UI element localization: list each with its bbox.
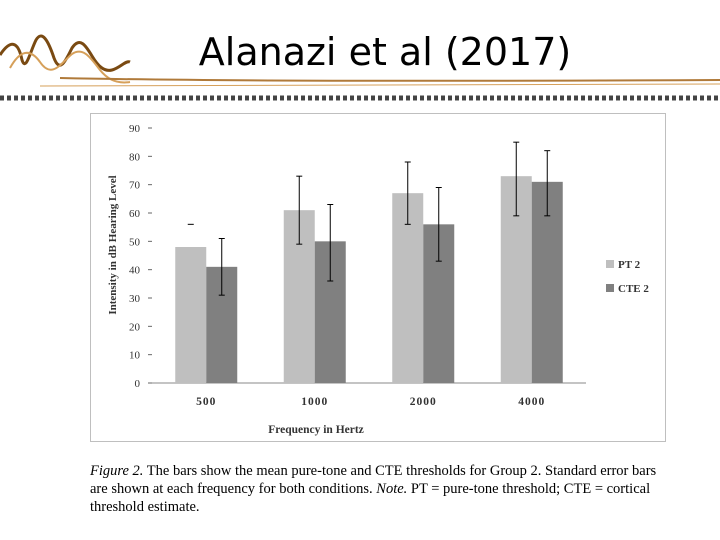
caption-text: The bars show the mean pure-tone and CTE…	[90, 463, 657, 497]
decorative-horizontal-line	[59, 77, 720, 82]
decorative-horizontal-line-thin	[39, 83, 720, 87]
figure-frame	[90, 113, 666, 442]
y-tick-label: 10	[129, 350, 141, 362]
y-tick-label: 50	[129, 236, 141, 248]
x-tick-label: 2000	[410, 396, 437, 408]
y-axis-title: Intensity in dB Hearing Level	[107, 175, 119, 314]
legend-swatch	[606, 260, 614, 268]
caption-note-text: PT = pure-tone threshold; CTE = cortical…	[90, 481, 651, 515]
x-tick-label: 500	[196, 396, 216, 408]
decorative-header-graphic	[0, 34, 720, 101]
y-tick-label: 60	[129, 208, 141, 220]
y-tick-label: 70	[129, 180, 141, 192]
caption-figure-label: Figure 2.	[90, 463, 144, 479]
y-tick-label: 40	[129, 265, 141, 277]
caption-note-label: Note.	[376, 481, 408, 497]
x-tick-label: 1000	[301, 396, 328, 408]
legend-label: PT 2	[618, 259, 641, 271]
x-tick-label: 4000	[518, 396, 545, 408]
legend-label: CTE 2	[618, 283, 649, 295]
x-axis-title: Frequency in Hertz	[268, 424, 364, 436]
legend-swatch	[606, 284, 614, 292]
bar-pt-2	[175, 247, 207, 383]
figure-caption: Figure 2. The bars show the mean pure-to…	[90, 462, 660, 516]
y-tick-label: 0	[135, 378, 141, 390]
y-tick-label: 20	[129, 321, 141, 333]
y-tick-label: 90	[129, 123, 141, 135]
y-tick-label: 80	[129, 151, 141, 163]
y-tick-label: 30	[129, 293, 141, 305]
slide-title: Alanazi et al (2017)	[198, 30, 572, 74]
decorative-wave-line-accent	[9, 50, 131, 84]
